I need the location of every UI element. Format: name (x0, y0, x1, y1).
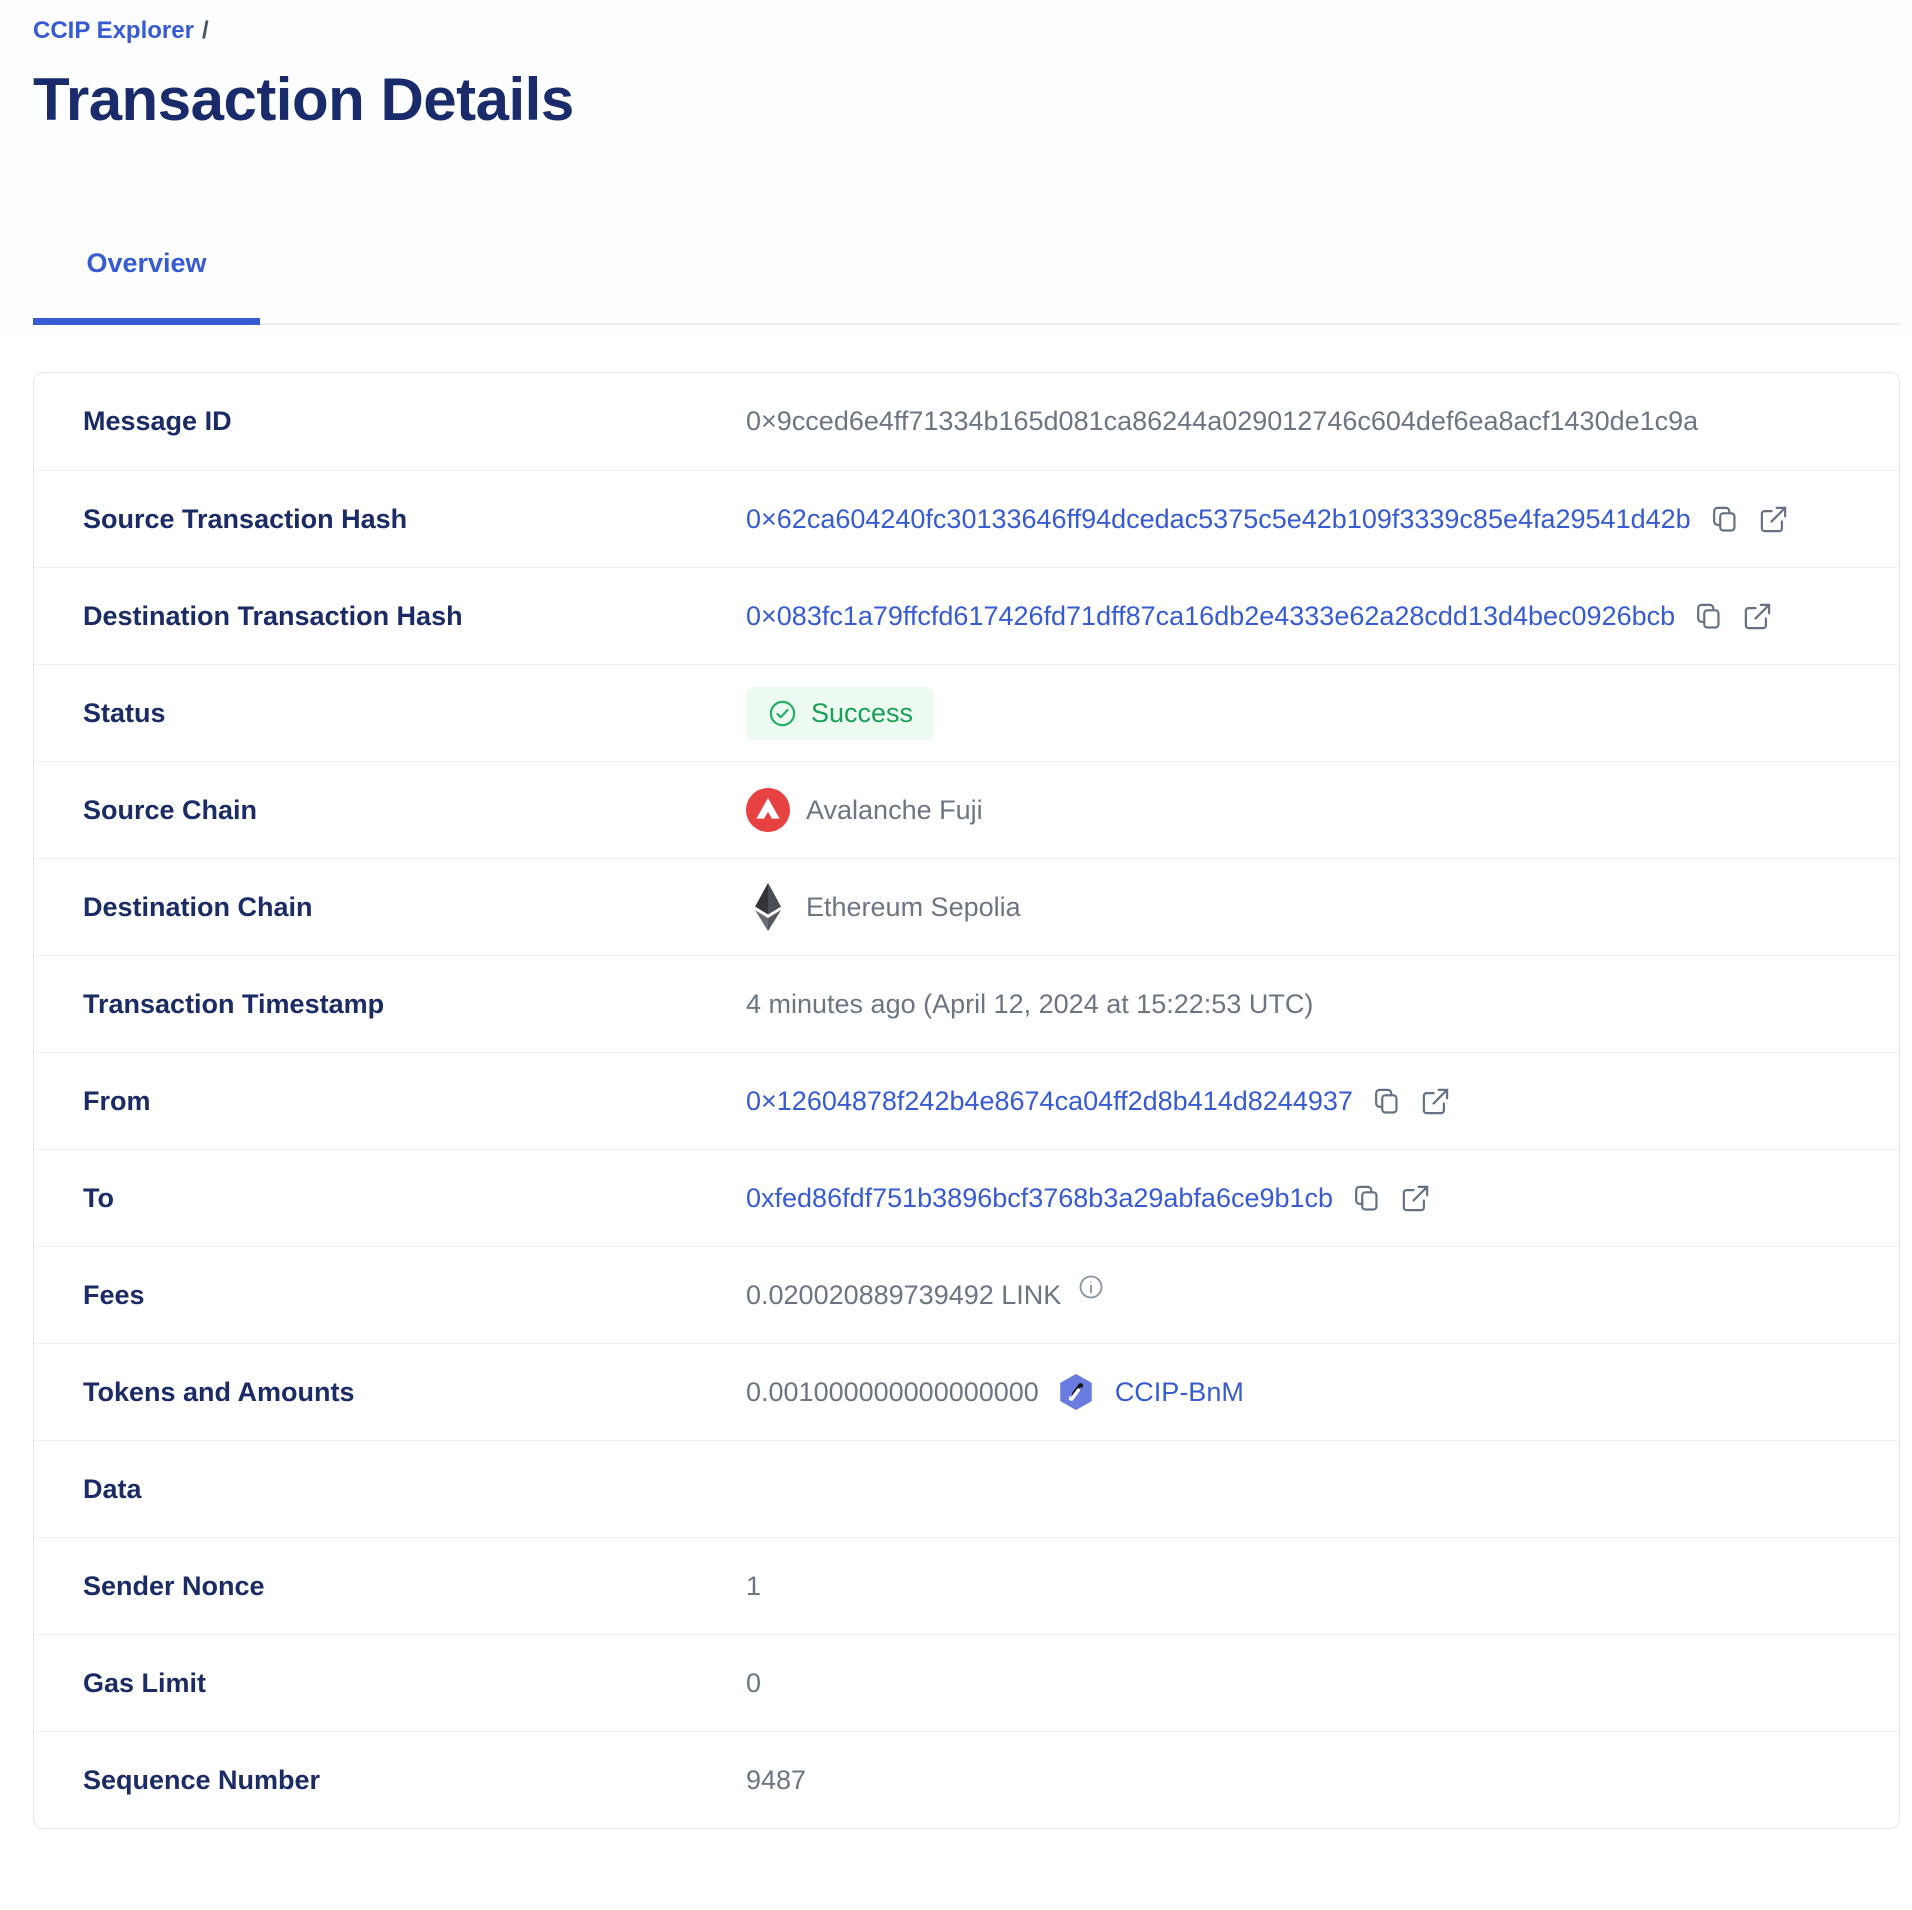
row-label: Sequence Number (83, 1764, 321, 1795)
breadcrumb: CCIP Explorer / (33, 16, 1912, 46)
ccip-token-logo-icon (1055, 1371, 1097, 1413)
token-amount-value: 0.001000000000000000 (746, 1376, 1039, 1407)
row-label: Gas Limit (83, 1667, 207, 1698)
external-link-icon[interactable] (1742, 601, 1773, 632)
row-label: Fees (83, 1279, 145, 1310)
token-name-link[interactable]: CCIP-BnM (1114, 1376, 1244, 1407)
transaction-details-table: Message ID 0×9cced6e4ff71334b165d081ca86… (33, 372, 1900, 1829)
row-label: Source Chain (83, 794, 258, 825)
table-row-destination-chain: Destination Chain Ethereum Sepolia (34, 858, 1899, 955)
table-row-tokens-and-amounts: Tokens and Amounts 0.001000000000000000 … (34, 1343, 1899, 1440)
row-label: Destination Chain (83, 891, 313, 922)
table-row-source-chain: Source Chain Avalanche Fuji (34, 761, 1899, 858)
table-row-fees: Fees 0.020020889739492 LINK (34, 1246, 1899, 1343)
info-icon[interactable] (1077, 1273, 1105, 1301)
external-link-icon[interactable] (1420, 1086, 1451, 1117)
table-row-data: Data (34, 1440, 1899, 1537)
breadcrumb-separator: / (201, 17, 209, 44)
copy-icon[interactable] (1371, 1086, 1402, 1117)
table-row-status: Status Success (34, 664, 1899, 761)
row-label: Data (83, 1473, 142, 1504)
row-label: From (83, 1085, 151, 1116)
table-row-timestamp: Transaction Timestamp 4 minutes ago (Apr… (34, 955, 1899, 1052)
table-row-sender-nonce: Sender Nonce 1 (34, 1537, 1899, 1634)
source-tx-hash-link[interactable]: 0×62ca604240fc30133646ff94dcedac5375c5e4… (746, 503, 1691, 534)
copy-icon[interactable] (1351, 1183, 1382, 1214)
gas-limit-value: 0 (746, 1667, 762, 1698)
from-address-link[interactable]: 0×12604878f242b4e8674ca04ff2d8b414d82449… (746, 1085, 1353, 1116)
ethereum-logo-icon (746, 883, 790, 931)
copy-icon[interactable] (1709, 504, 1740, 535)
table-row-destination-tx-hash: Destination Transaction Hash 0×083fc1a79… (34, 567, 1899, 664)
tab-bar: Overview (33, 246, 1900, 325)
table-row-message-id: Message ID 0×9cced6e4ff71334b165d081ca86… (34, 373, 1899, 470)
message-id-value: 0×9cced6e4ff71334b165d081ca86244a0290127… (746, 406, 1699, 436)
page-title: Transaction Details (33, 66, 574, 133)
destination-chain: Ethereum Sepolia (746, 883, 1021, 931)
row-label: To (83, 1182, 114, 1213)
row-label: Destination Transaction Hash (83, 600, 463, 631)
status-badge-text: Success (811, 697, 914, 728)
row-label: Transaction Timestamp (83, 988, 385, 1019)
table-row-from: From 0×12604878f242b4e8674ca04ff2d8b414d… (34, 1052, 1899, 1149)
check-circle-icon (769, 700, 796, 726)
row-label: Message ID (83, 406, 232, 436)
avalanche-logo-icon (746, 788, 790, 832)
status-badge: Success (746, 686, 935, 740)
row-label: Tokens and Amounts (83, 1376, 355, 1407)
timestamp-value: 4 minutes ago (April 12, 2024 at 15:22:5… (746, 988, 1314, 1019)
table-row-to: To 0xfed86fdf751b3896bcf3768b3a29abfa6ce… (34, 1149, 1899, 1246)
transaction-details-page: CCIP Explorer / Transaction Details Overv… (33, 16, 1912, 1829)
destination-chain-name: Ethereum Sepolia (806, 891, 1021, 922)
table-row-sequence-number: Sequence Number 9487 (34, 1731, 1899, 1828)
destination-tx-hash-link[interactable]: 0×083fc1a79ffcfd617426fd71dff87ca16db2e4… (746, 600, 1676, 631)
sequence-number-value: 9487 (746, 1764, 807, 1795)
sender-nonce-value: 1 (746, 1570, 762, 1601)
copy-icon[interactable] (1693, 601, 1724, 632)
breadcrumb-ccip-explorer-link[interactable]: CCIP Explorer (33, 17, 194, 44)
source-chain: Avalanche Fuji (746, 788, 983, 832)
row-label: Source Transaction Hash (83, 503, 408, 534)
fees-value: 0.020020889739492 LINK (746, 1279, 1062, 1310)
tab-overview[interactable]: Overview (33, 246, 260, 325)
source-chain-name: Avalanche Fuji (806, 794, 983, 825)
to-address-link[interactable]: 0xfed86fdf751b3896bcf3768b3a29abfa6ce9b1… (746, 1182, 1334, 1213)
row-label: Sender Nonce (83, 1570, 265, 1601)
row-label: Status (83, 697, 166, 728)
external-link-icon[interactable] (1758, 504, 1789, 535)
external-link-icon[interactable] (1400, 1183, 1431, 1214)
table-row-gas-limit: Gas Limit 0 (34, 1634, 1899, 1731)
table-row-source-tx-hash: Source Transaction Hash 0×62ca604240fc30… (34, 470, 1899, 567)
